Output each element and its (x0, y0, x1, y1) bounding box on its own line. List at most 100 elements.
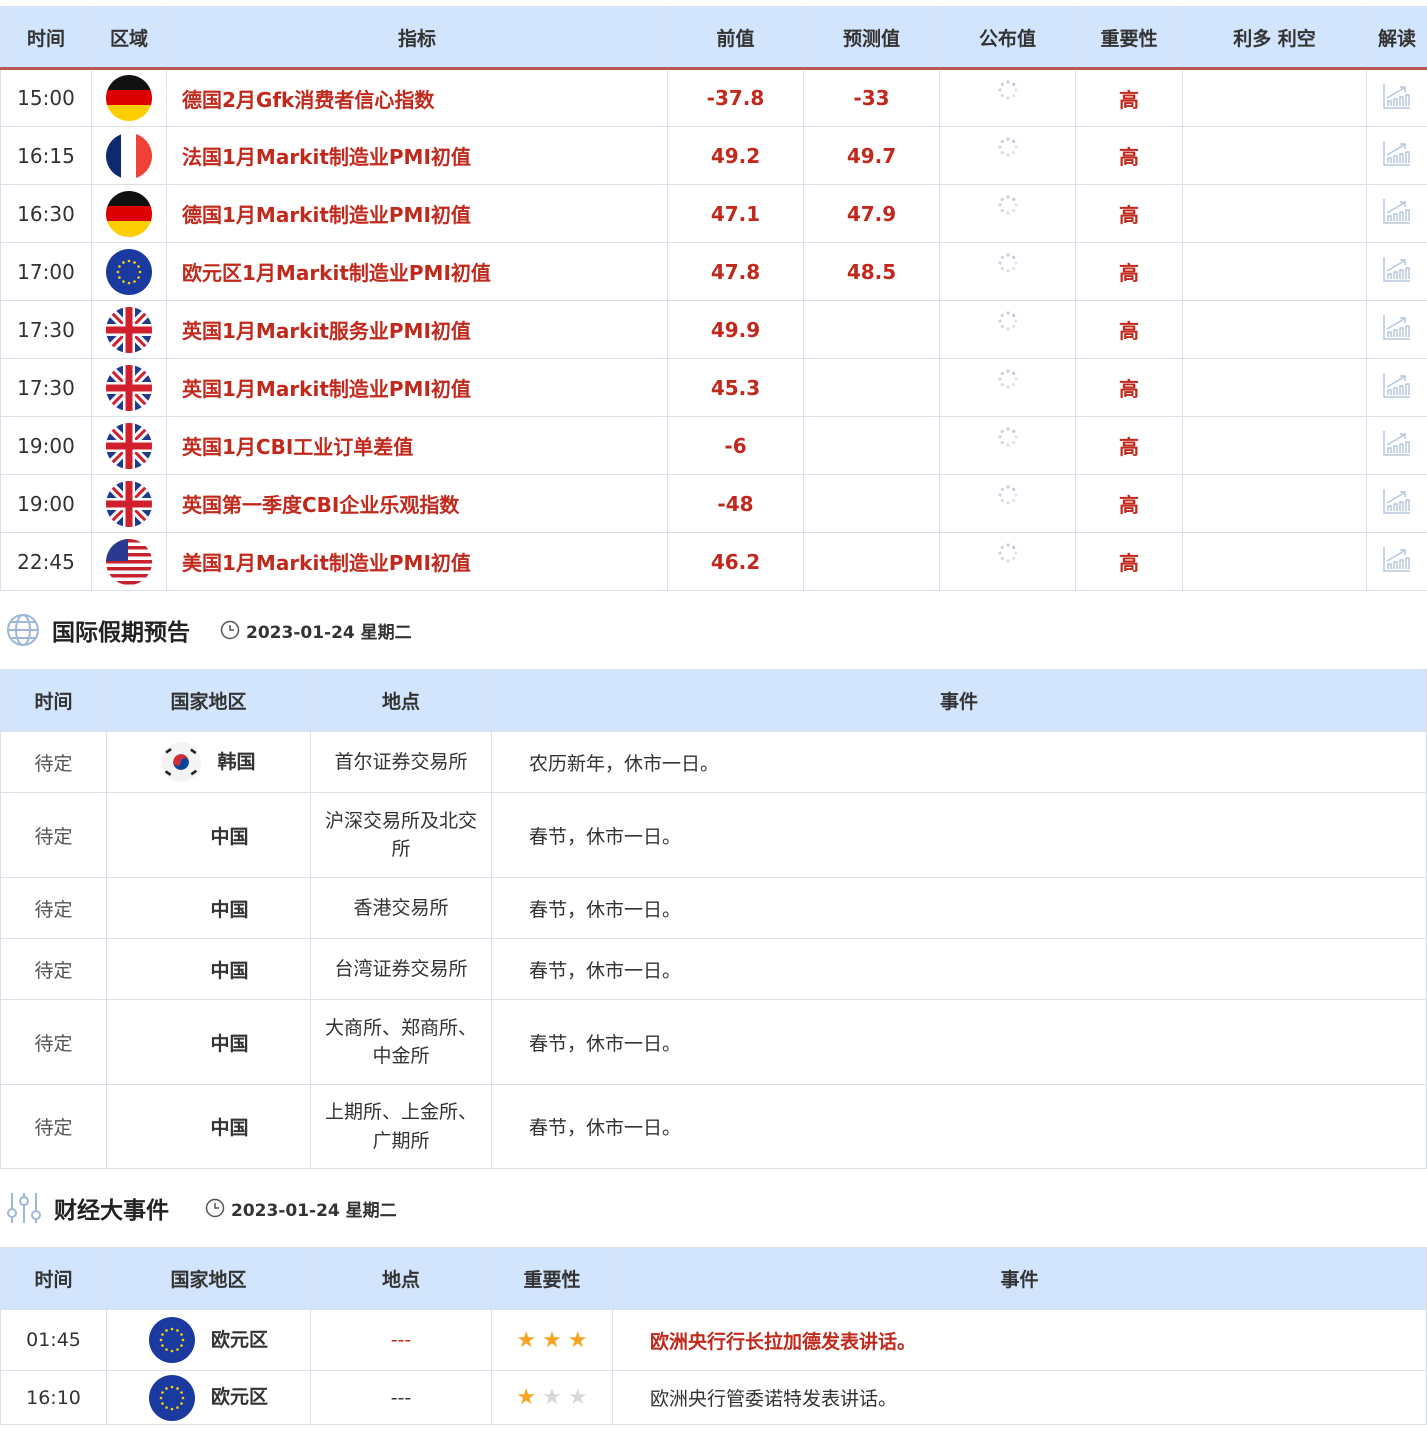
forecast-value (804, 417, 940, 475)
interpretation-cell (1367, 533, 1427, 591)
event-row: 01:45 欧元区 --- ★ ★ ★ 欧洲央行行长拉加德发表讲话。 (1, 1310, 1427, 1371)
loading-spinner-icon (997, 426, 1019, 448)
event-cell: 欧洲央行管委诺特发表讲话。 (613, 1371, 1427, 1425)
actual-value-cell (940, 69, 1076, 127)
place-cell: 上期所、上金所、广期所 (311, 1085, 492, 1169)
time-cell: 待定 (1, 878, 107, 939)
forecast-value: -33 (804, 69, 940, 127)
importance-stars: ★ ★ ★ (492, 1371, 613, 1425)
chart-analysis-icon[interactable] (1382, 255, 1412, 283)
actual-value-cell (940, 127, 1076, 185)
event-cell[interactable]: 欧洲央行行长拉加德发表讲话。 (613, 1310, 1427, 1371)
country-name: 中国 (210, 1033, 248, 1055)
forecast-value (804, 301, 940, 359)
column-header: 时间 (1, 7, 92, 69)
chart-analysis-icon[interactable] (1382, 82, 1412, 110)
flag-eu-icon (149, 1317, 195, 1363)
country-cell: 欧元区 (107, 1371, 311, 1425)
indicator-link[interactable]: 欧元区1月Markit制造业PMI初值 (167, 243, 668, 301)
column-header: 前值 (668, 7, 804, 69)
time-cell: 待定 (1, 1085, 107, 1169)
impact-cell (1183, 417, 1367, 475)
forecast-value: 49.7 (804, 127, 940, 185)
event-row: 16:10 欧元区 --- ★ ★ ★ 欧洲央行管委诺特发表讲话。 (1, 1371, 1427, 1425)
place-cell: 香港交易所 (311, 878, 492, 939)
holidays-section-header: 国际假期预告 2023-01-24 星期二 (0, 591, 1427, 669)
importance: 高 (1076, 359, 1183, 417)
event-cell: 春节，休市一日。 (492, 793, 1427, 878)
column-header: 国家地区 (107, 1248, 311, 1310)
time-cell: 01:45 (1, 1310, 107, 1371)
indicator-link[interactable]: 法国1月Markit制造业PMI初值 (167, 127, 668, 185)
indicator-link[interactable]: 英国1月Markit制造业PMI初值 (167, 359, 668, 417)
previous-value: 46.2 (668, 533, 804, 591)
country-name: 中国 (210, 960, 248, 982)
chart-analysis-icon[interactable] (1382, 313, 1412, 341)
section-date: 2023-01-24 星期二 (231, 1196, 397, 1221)
column-header: 时间 (1, 670, 107, 732)
impact-cell (1183, 359, 1367, 417)
indicator-row: 17:30 英国1月Markit制造业PMI初值 45.3 高 (1, 359, 1427, 417)
events-section-header: 财经大事件 2023-01-24 星期二 (0, 1169, 1427, 1247)
time-cell: 待定 (1, 793, 107, 878)
country-name: 欧元区 (211, 1329, 268, 1351)
indicator-row: 16:15 法国1月Markit制造业PMI初值 49.2 49.7 高 (1, 127, 1427, 185)
event-cell: 春节，休市一日。 (492, 878, 1427, 939)
time-cell: 17:30 (1, 359, 92, 417)
country-cell: 中国 (107, 793, 311, 878)
importance: 高 (1076, 127, 1183, 185)
country-name: 中国 (210, 826, 248, 848)
region-cell (92, 243, 167, 301)
place-cell: --- (311, 1310, 492, 1371)
indicator-link[interactable]: 英国第一季度CBI企业乐观指数 (167, 475, 668, 533)
column-header: 利多 利空 (1183, 7, 1367, 69)
column-header: 公布值 (940, 7, 1076, 69)
loading-spinner-icon (997, 542, 1019, 564)
indicator-link[interactable]: 美国1月Markit制造业PMI初值 (167, 533, 668, 591)
section-date: 2023-01-24 星期二 (246, 618, 412, 643)
time-cell: 16:10 (1, 1371, 107, 1425)
chart-analysis-icon[interactable] (1382, 197, 1412, 225)
impact-cell (1183, 127, 1367, 185)
star-icon: ★ (542, 1328, 562, 1353)
indicator-row: 17:30 英国1月Markit服务业PMI初值 49.9 高 (1, 301, 1427, 359)
loading-spinner-icon (997, 310, 1019, 332)
place-cell: 沪深交易所及北交所 (311, 793, 492, 878)
star-icon: ★ (568, 1328, 588, 1353)
flag-germany-icon (106, 191, 152, 237)
chart-analysis-icon[interactable] (1382, 371, 1412, 399)
region-cell (92, 127, 167, 185)
events-table: 时间国家地区地点重要性事件 01:45 欧元区 --- ★ ★ ★ 欧洲央行行长… (0, 1247, 1427, 1425)
chart-analysis-icon[interactable] (1382, 545, 1412, 573)
chart-analysis-icon[interactable] (1382, 487, 1412, 515)
clock-icon (205, 1198, 225, 1218)
impact-cell (1183, 185, 1367, 243)
globe-icon (6, 613, 40, 647)
impact-cell (1183, 69, 1367, 127)
indicator-link[interactable]: 英国1月CBI工业订单差值 (167, 417, 668, 475)
interpretation-cell (1367, 243, 1427, 301)
column-header: 时间 (1, 1248, 107, 1310)
indicator-link[interactable]: 德国1月Markit制造业PMI初值 (167, 185, 668, 243)
importance: 高 (1076, 417, 1183, 475)
time-cell: 15:00 (1, 69, 92, 127)
chart-analysis-icon[interactable] (1382, 139, 1412, 167)
loading-spinner-icon (997, 136, 1019, 158)
time-cell: 待定 (1, 732, 107, 793)
country-cell: 欧元区 (107, 1310, 311, 1371)
indicator-link[interactable]: 英国1月Markit服务业PMI初值 (167, 301, 668, 359)
country-cell: 韩国 (107, 732, 311, 793)
flag-germany-icon (106, 75, 152, 121)
forecast-value (804, 359, 940, 417)
chart-analysis-icon[interactable] (1382, 429, 1412, 457)
holiday-row: 待定 中国 香港交易所 春节，休市一日。 (1, 878, 1427, 939)
importance: 高 (1076, 475, 1183, 533)
country-name: 韩国 (218, 751, 256, 773)
flag-eu-icon (149, 1375, 195, 1421)
country-cell: 中国 (107, 1085, 311, 1169)
indicator-link[interactable]: 德国2月Gfk消费者信心指数 (167, 69, 668, 127)
loading-spinner-icon (997, 252, 1019, 274)
loading-spinner-icon (997, 194, 1019, 216)
holiday-row: 待定 中国 沪深交易所及北交所 春节，休市一日。 (1, 793, 1427, 878)
interpretation-cell (1367, 475, 1427, 533)
